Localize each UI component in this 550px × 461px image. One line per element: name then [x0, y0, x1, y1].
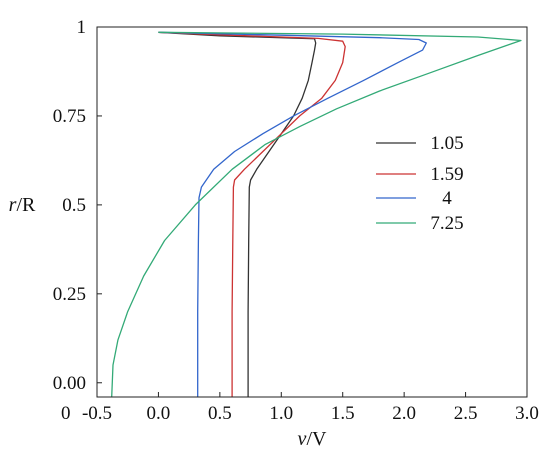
legend-label-0: 1.05	[430, 133, 463, 154]
x-tick-label: -0.5	[82, 403, 112, 424]
legend-label-1: 1.59	[430, 164, 463, 185]
series-line-0	[158, 31, 317, 397]
x-axis-label-var: v	[298, 428, 307, 450]
chart-plot-area	[111, 31, 522, 398]
y-tick-label: 0.5	[62, 195, 86, 216]
x-axis-label-unit: /V	[306, 428, 327, 450]
x-tick-label: 0.5	[208, 403, 232, 424]
x-tick-label: 0.0	[147, 403, 171, 424]
y-tick-label: 0.25	[53, 284, 86, 305]
x-tick-label: 1.0	[269, 403, 293, 424]
legend: 1.05 1.59 4 7.25	[376, 133, 464, 234]
legend-label-2: 4	[442, 188, 452, 209]
y-axis: 0.00 0.25 0.5 0.75 1	[53, 17, 102, 394]
legend-label-3: 7.25	[430, 213, 463, 234]
origin-label: 0	[61, 403, 71, 424]
y-axis-label-var: r	[9, 194, 17, 216]
plot-frame	[96, 26, 528, 398]
x-axis-label: v/V	[298, 428, 327, 450]
series-line-2	[158, 31, 427, 397]
x-tick-label: 1.5	[331, 403, 355, 424]
y-tick-label: 0.00	[53, 373, 86, 394]
y-tick-label: 1	[77, 17, 87, 38]
y-axis-label: r/R	[9, 194, 36, 216]
y-axis-label-unit: /R	[16, 194, 36, 216]
x-tick-label: 2.5	[454, 403, 478, 424]
series-line-3	[111, 31, 522, 398]
x-axis: -0.5 0.0 0.5 1.0 1.5 2.0 2.5 3.0	[82, 392, 539, 424]
x-tick-label: 2.0	[392, 403, 416, 424]
x-tick-label: 3.0	[515, 403, 539, 424]
y-tick-label: 0.75	[53, 106, 86, 127]
